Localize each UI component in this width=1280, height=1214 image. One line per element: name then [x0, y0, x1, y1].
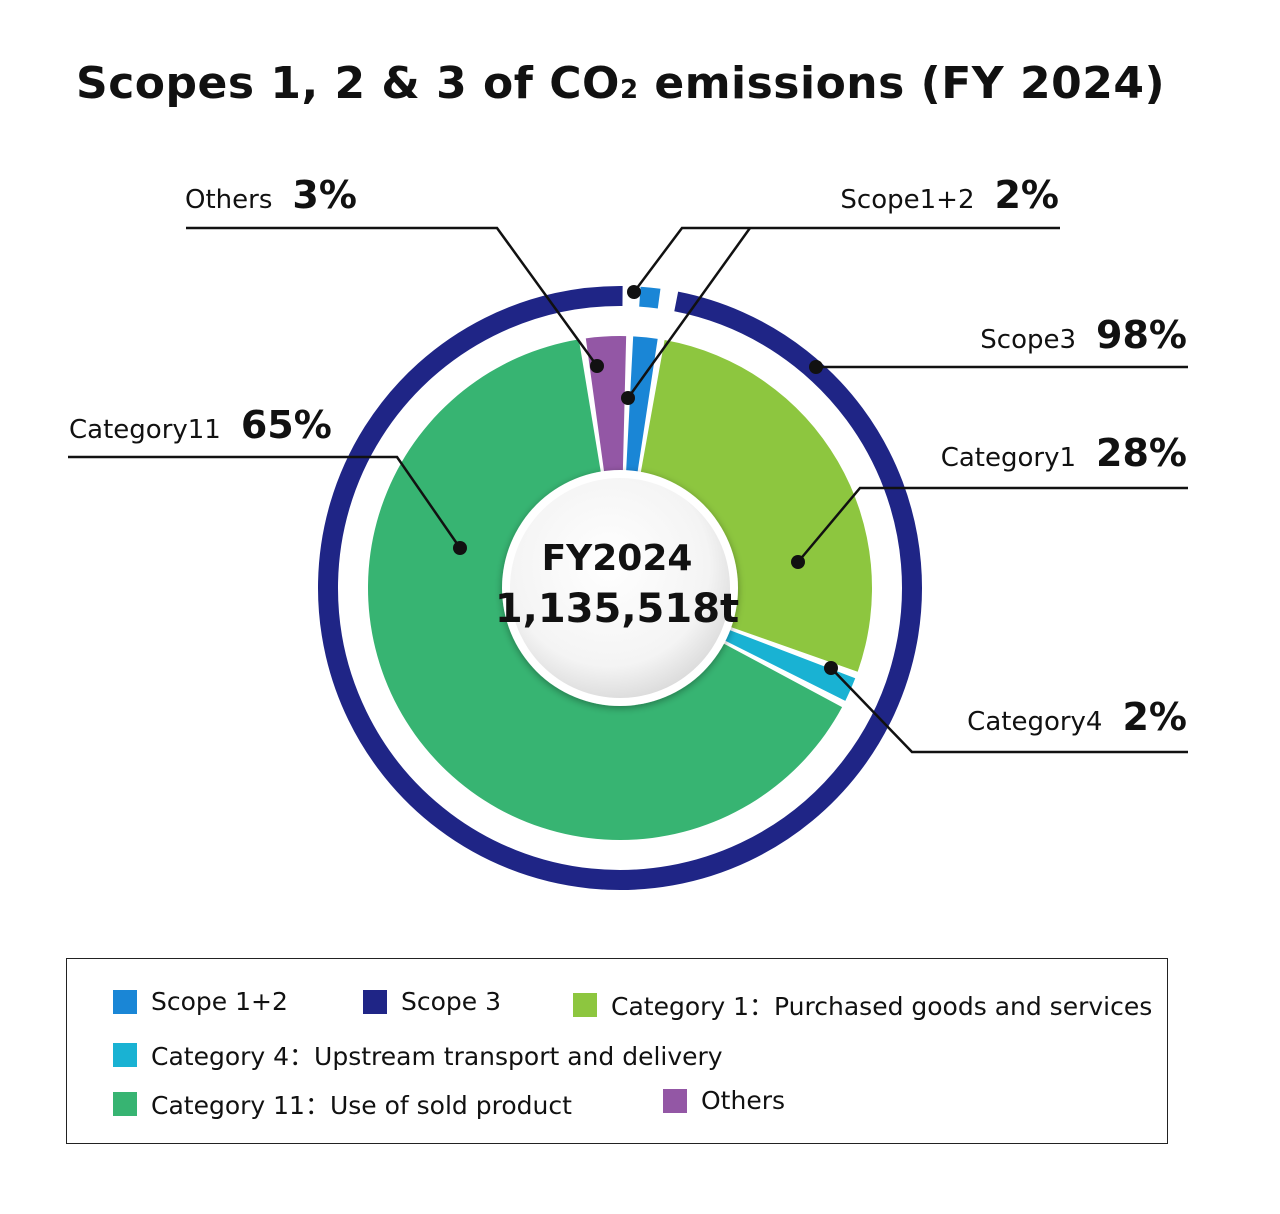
leader-dot-scope12-inner: [621, 391, 635, 405]
leader-dot-cat1: [791, 555, 805, 569]
leader-dot-others: [590, 359, 604, 373]
outer-ring-segment-scope12: [639, 286, 661, 309]
label-scope12: Scope1+2 2%: [840, 173, 1059, 217]
center-year: FY2024: [542, 538, 693, 579]
legend-swatch-scope3: [363, 989, 387, 1014]
legend-label-cat4: Category 4：Upstream transport and delive…: [151, 1042, 723, 1071]
label-cat1-pct: 28%: [1096, 431, 1187, 475]
leader-scope12: [633, 226, 1060, 293]
leader-others: [186, 226, 599, 367]
label-cat11: Category11 65%: [69, 403, 332, 447]
legend-label-scope3: Scope 3: [401, 987, 502, 1016]
legend-swatch-scope12: [113, 989, 137, 1014]
label-cat4-pct: 2%: [1122, 695, 1187, 739]
legend-item-cat1: Category 1：Purchased goods and services: [573, 987, 1152, 1023]
legend-item-scope12: Scope 1+2: [113, 987, 288, 1016]
label-cat11-pct: 65%: [241, 403, 332, 447]
label-scope12-name: Scope1+2: [840, 185, 974, 215]
pie-slice-cat11: [368, 339, 843, 840]
leader-lines: [68, 226, 1188, 754]
legend-item-others: Others: [663, 1086, 785, 1115]
chart-title-subscript: 2: [619, 75, 639, 105]
leader-dot-scope12-outer: [627, 285, 641, 299]
label-cat1-name: Category1: [941, 443, 1076, 473]
legend-item-scope3: Scope 3: [363, 987, 501, 1016]
legend-swatch-cat1: [573, 993, 597, 1017]
legend-swatch-cat11: [113, 1092, 137, 1116]
label-scope3-name: Scope3: [980, 325, 1076, 355]
legend-label-others: Others: [701, 1086, 786, 1115]
legend-swatch-cat4: [113, 1043, 137, 1067]
legend-item-cat4: Category 4：Upstream transport and delive…: [113, 1037, 723, 1073]
leader-cat11: [68, 455, 462, 549]
label-scope3-pct: 98%: [1096, 313, 1187, 357]
legend-item-cat11: Category 11：Use of sold product: [113, 1086, 572, 1122]
legend-label-cat11: Category 11：Use of sold product: [151, 1091, 572, 1120]
chart-title-rest: emissions (FY 2024): [638, 58, 1166, 109]
label-others-name: Others: [185, 185, 272, 215]
center-total: 1,135,518t: [495, 586, 739, 632]
leader-cat4: [830, 667, 1188, 754]
label-others-pct: 3%: [292, 173, 357, 217]
label-cat1: Category1 28%: [941, 431, 1187, 475]
chart-title: Scopes 1, 2 & 3 of CO2 emissions (FY 202…: [76, 58, 1165, 109]
leader-cat1: [797, 486, 1188, 563]
label-scope3: Scope3 98%: [980, 313, 1187, 357]
legend-label-cat1: Category 1：Purchased goods and services: [611, 992, 1153, 1021]
legend-label-scope12: Scope 1+2: [151, 987, 288, 1016]
outer-ring: [318, 286, 922, 890]
label-others: Others 3%: [185, 173, 357, 217]
label-cat4: Category4 2%: [967, 695, 1187, 739]
leader-scope12-inner: [626, 227, 752, 399]
emissions-donut-chart: FY2024 1,135,518t Others 3% Scope1+2 2% Sc…: [68, 173, 1188, 890]
label-cat11-name: Category11: [69, 415, 221, 445]
legend: Scope 1+2 Scope 3 Category 1：Purchased g…: [66, 958, 1168, 1144]
outer-ring-segment-scope3: [318, 286, 922, 890]
leader-dots: [453, 285, 838, 675]
center-disc: [502, 470, 738, 706]
leader-dot-cat11: [453, 541, 467, 555]
legend-swatch-others: [663, 1088, 687, 1113]
leader-dot-scope3: [809, 360, 823, 374]
label-cat4-name: Category4: [967, 707, 1102, 737]
label-scope12-pct: 2%: [994, 173, 1059, 217]
leader-dot-cat4: [824, 661, 838, 675]
chart-title-main: Scopes 1, 2 & 3 of CO: [76, 58, 620, 109]
